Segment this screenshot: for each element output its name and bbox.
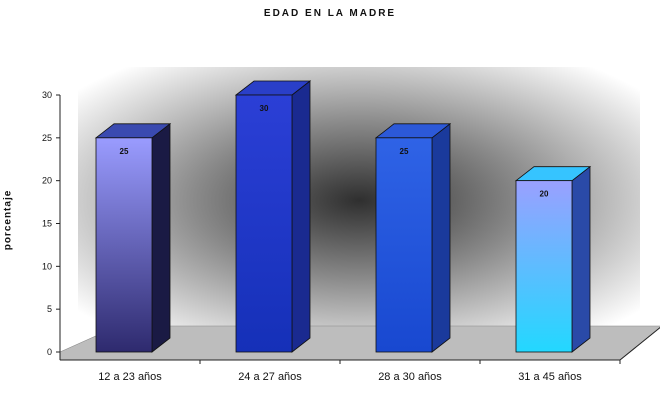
bar-side-face	[571, 165, 591, 353]
x-tick-label: 24 a 27 años	[238, 371, 302, 383]
data-label: 25	[120, 147, 129, 156]
x-axis-depth-line	[619, 326, 660, 361]
data-label: 25	[400, 147, 409, 156]
bar-side-face	[291, 80, 311, 353]
y-tick-label: 15	[42, 219, 52, 229]
bar-side-face	[431, 123, 451, 353]
bar-front-face	[375, 137, 433, 353]
data-label: 30	[260, 104, 269, 113]
bar-4	[514, 165, 592, 353]
bar-side-face	[151, 123, 171, 353]
x-tick-label: 12 a 23 años	[98, 371, 162, 383]
y-tick-label: 30	[42, 90, 52, 100]
bar-front-face	[515, 180, 573, 353]
y-axis-label: porcentaje	[2, 189, 14, 251]
data-label: 20	[540, 190, 549, 199]
x-tick-label: 28 a 30 años	[378, 371, 442, 383]
y-tick-label: 20	[42, 176, 52, 186]
bar-front-face	[95, 137, 153, 353]
x-tick-label: 31 a 45 años	[518, 371, 582, 383]
y-tick-label: 10	[42, 261, 52, 271]
y-tick-label: 25	[42, 133, 52, 143]
y-tick-label: 5	[47, 304, 52, 314]
bar-3	[374, 123, 452, 353]
chart-title: EDAD EN LA MADRE	[263, 8, 397, 19]
y-tick-label: 0	[47, 347, 52, 357]
bar-front-face	[235, 94, 293, 353]
bar-2	[234, 80, 312, 353]
bar-1	[94, 123, 172, 353]
